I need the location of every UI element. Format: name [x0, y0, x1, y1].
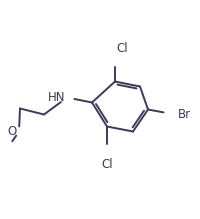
- Text: HN: HN: [48, 91, 65, 104]
- Text: Cl: Cl: [116, 41, 128, 55]
- Text: Cl: Cl: [101, 157, 113, 171]
- Text: O: O: [8, 125, 17, 138]
- Text: Br: Br: [177, 108, 191, 121]
